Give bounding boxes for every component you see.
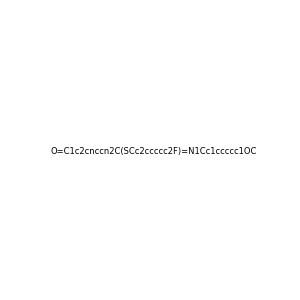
Text: O=C1c2cnccn2C(SCc2ccccc2F)=N1Cc1ccccc1OC: O=C1c2cnccn2C(SCc2ccccc2F)=N1Cc1ccccc1OC: [51, 147, 257, 156]
